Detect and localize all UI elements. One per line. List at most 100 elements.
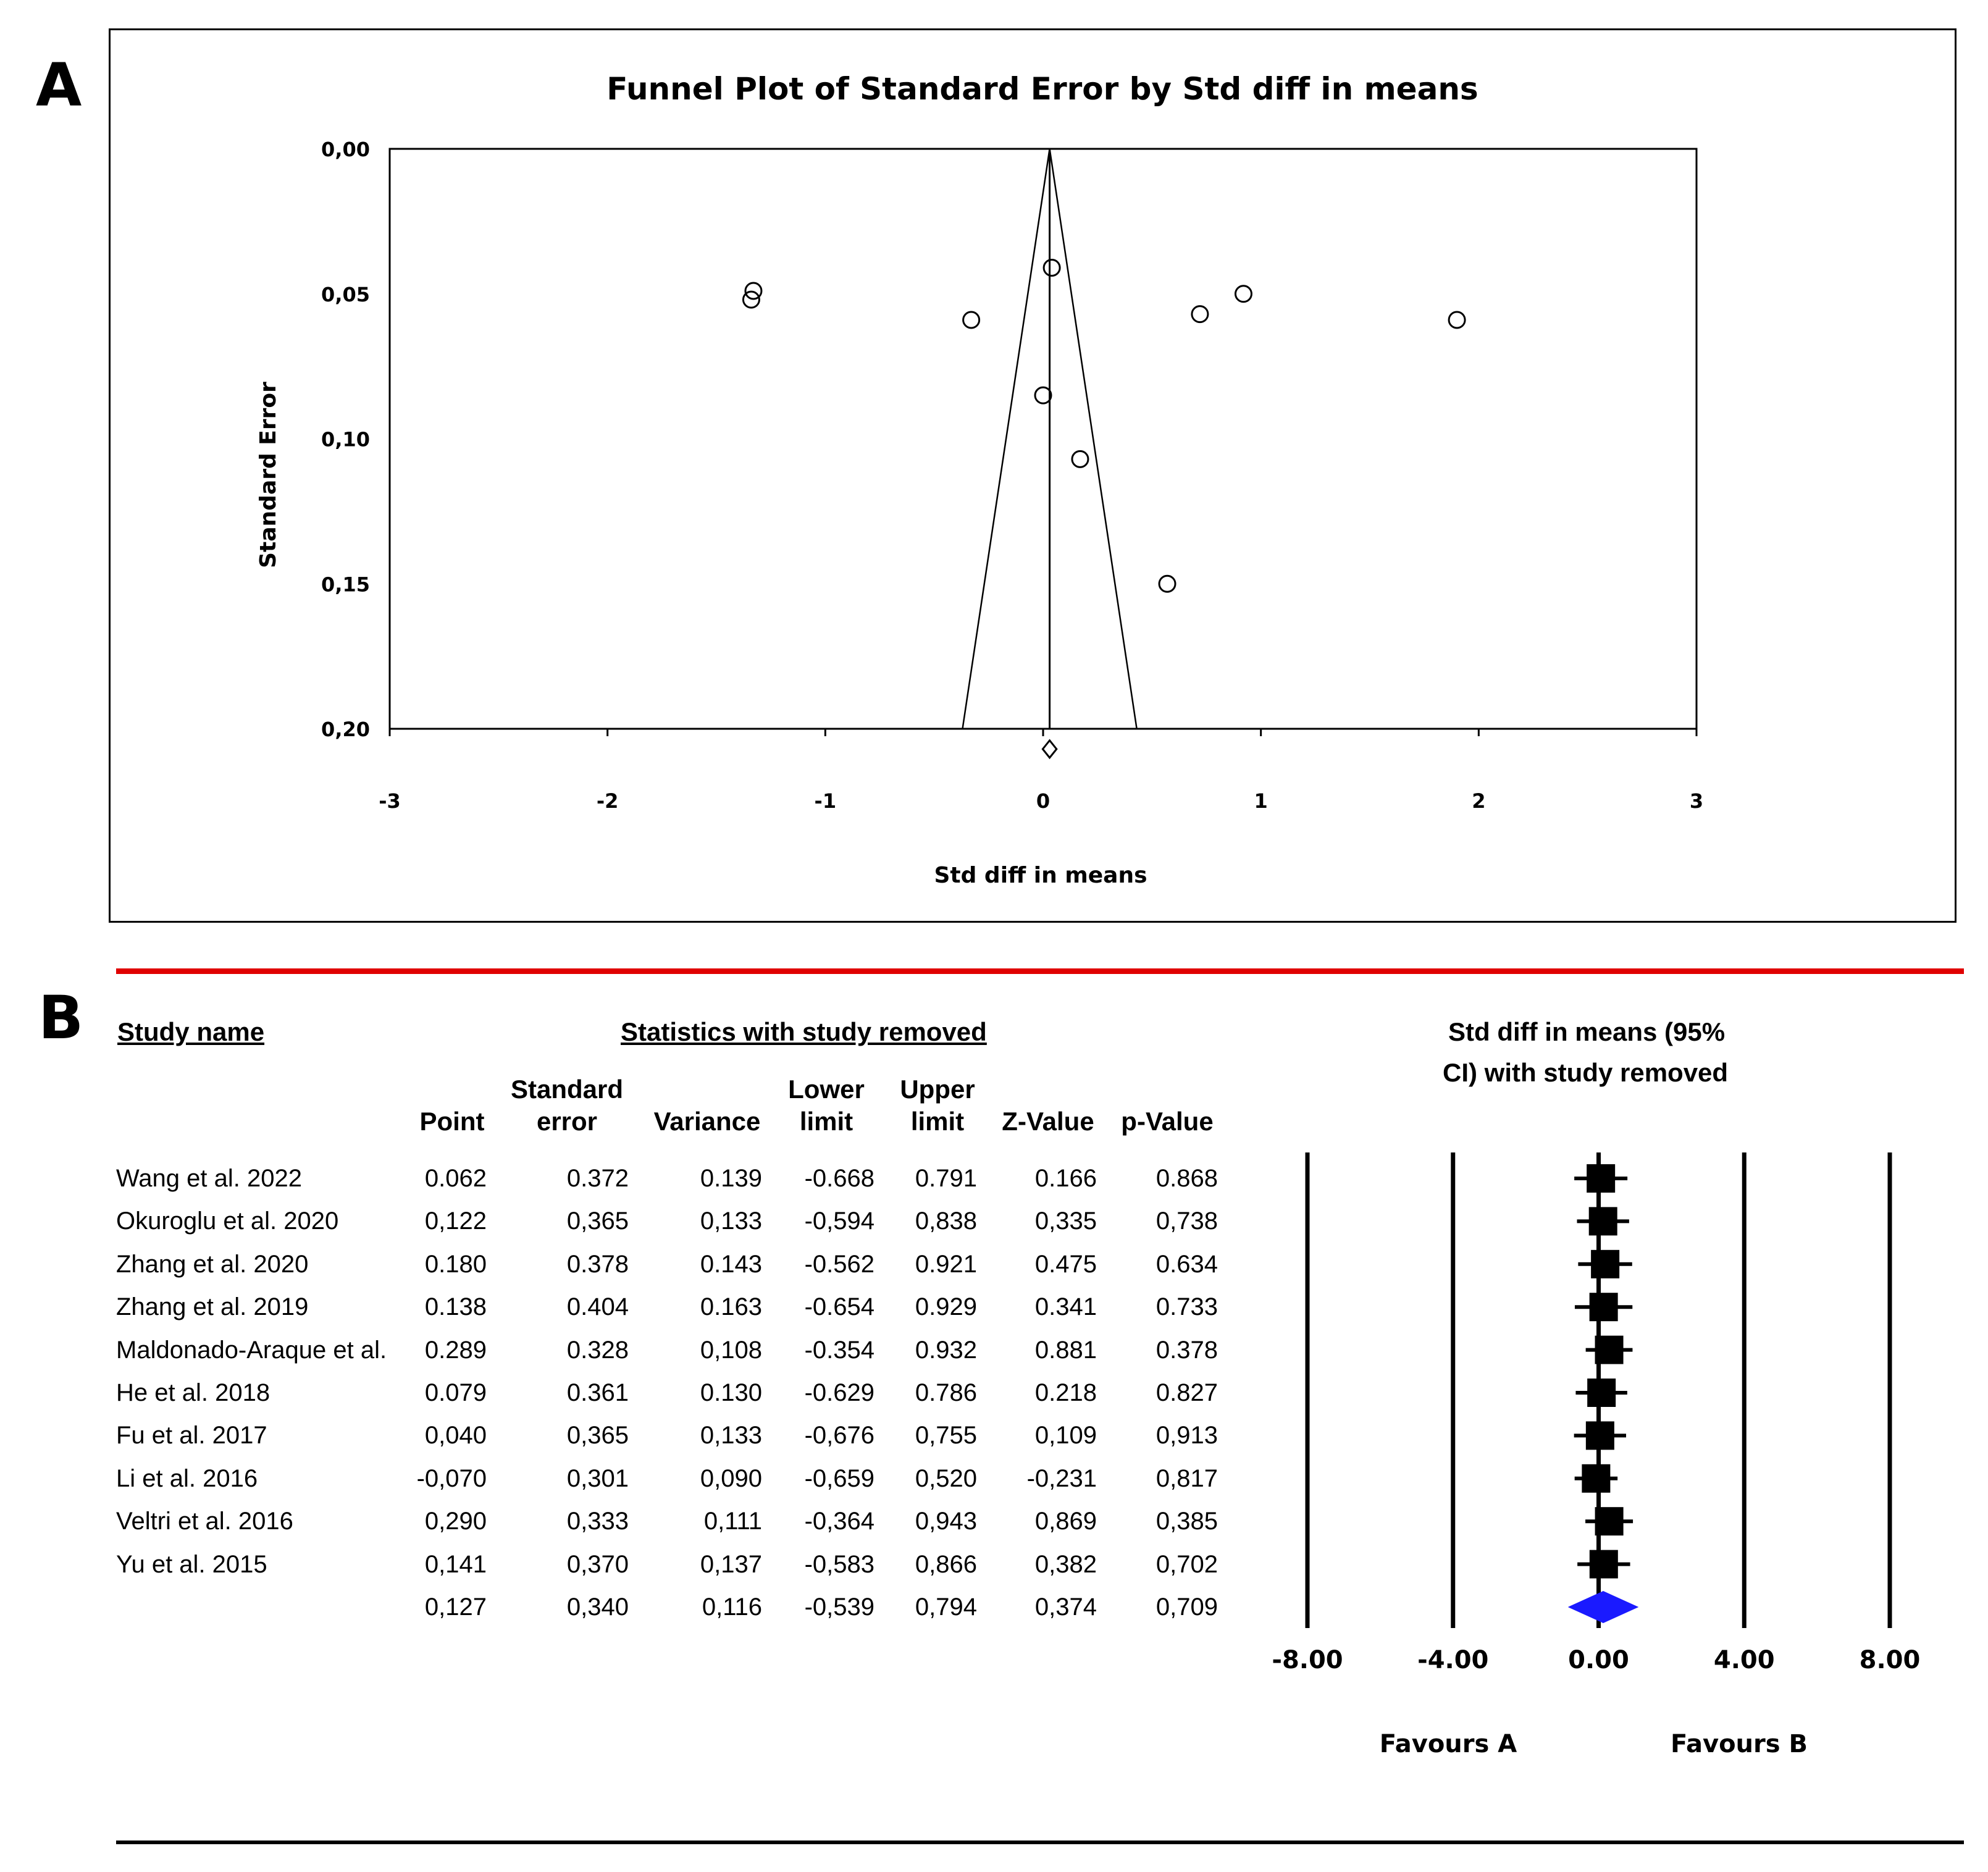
summary-value-cell: 0,116 xyxy=(702,1593,762,1621)
summary-value-cell: -0,539 xyxy=(804,1593,874,1621)
summary-value-cell: 0,374 xyxy=(1034,1593,1097,1621)
column-header-line2: Z-Value xyxy=(1002,1107,1094,1136)
favours-a-label: Favours A xyxy=(1380,1730,1517,1758)
column-header-line1: Upper xyxy=(900,1075,975,1104)
table-value-cell: 0.634 xyxy=(1155,1250,1218,1278)
table-value-cell: 0,520 xyxy=(915,1464,977,1492)
column-header-line2: limit xyxy=(799,1107,853,1136)
table-value-cell: 0,838 xyxy=(915,1207,977,1235)
x-tick-label: -2 xyxy=(597,789,619,813)
study-point xyxy=(742,290,760,309)
table-value-cell: 0.404 xyxy=(566,1293,629,1321)
table-value-cell: 0.328 xyxy=(566,1336,629,1364)
table-value-cell: 0.791 xyxy=(915,1165,977,1192)
point-estimate-marker xyxy=(1591,1249,1620,1278)
table-value-cell: -0,676 xyxy=(804,1422,874,1450)
y-axis-ticks: 0,00 0,05 0,10 0,15 0,20 xyxy=(321,138,370,741)
table-value-cell: -0,583 xyxy=(804,1550,874,1578)
table-value-cell: 0,133 xyxy=(700,1422,762,1450)
y-tick-label: 0,15 xyxy=(321,573,370,596)
table-value-cell: 0.341 xyxy=(1034,1293,1097,1321)
column-header-line1: Standard xyxy=(510,1075,624,1104)
table-value-cell: 0.218 xyxy=(1034,1379,1097,1406)
table-value-cell: 0.868 xyxy=(1155,1165,1218,1192)
table-value-cell: 0.932 xyxy=(915,1336,977,1364)
table-value-cell: 0,108 xyxy=(700,1336,762,1364)
point-estimate-marker xyxy=(1595,1335,1624,1364)
table-value-cell: 0,738 xyxy=(1155,1207,1218,1235)
column-header-line1: Lower xyxy=(788,1075,865,1104)
table-value-cell: 0,385 xyxy=(1155,1508,1218,1535)
table-value-cell: 0,133 xyxy=(700,1207,762,1235)
column-header: Upper limit xyxy=(870,1073,1005,1138)
y-tick-label: 0,10 xyxy=(321,428,370,451)
x-tick-label: -3 xyxy=(379,789,401,813)
point-estimate-marker xyxy=(1589,1550,1618,1579)
column-header-line2: Point xyxy=(419,1107,485,1136)
study-point xyxy=(1448,311,1466,329)
summary-value-cell: 0,127 xyxy=(424,1593,487,1621)
column-header: Z-Value xyxy=(980,1073,1116,1138)
point-estimate-marker xyxy=(1587,1379,1616,1407)
table-value-cell: 0.378 xyxy=(566,1250,629,1278)
table-value-cell: 0.139 xyxy=(700,1165,762,1192)
study-name-cell: Wang et al. 2022 xyxy=(116,1165,302,1192)
table-value-cell: 0.881 xyxy=(1034,1336,1097,1364)
column-header: Lower limit xyxy=(758,1073,894,1138)
forest-markers xyxy=(1567,1164,1639,1623)
study-point xyxy=(962,311,981,329)
table-value-cell: 0.166 xyxy=(1034,1165,1097,1192)
study-point xyxy=(1191,305,1209,324)
table-value-cell: 0.827 xyxy=(1155,1379,1218,1406)
table-value-cell: -0,231 xyxy=(1026,1464,1097,1492)
funnel-lines xyxy=(962,148,1138,729)
study-name-cell: He et al. 2018 xyxy=(116,1379,271,1406)
table-value-cell: -0.562 xyxy=(804,1250,874,1278)
column-header: p-Value xyxy=(1099,1073,1235,1138)
study-name-header: Study name xyxy=(117,1017,265,1046)
table-value-cell: 0.180 xyxy=(424,1250,487,1278)
table-value-cell: 0.289 xyxy=(424,1336,487,1364)
table-value-cell: 0.733 xyxy=(1155,1293,1218,1321)
table-value-cell: 0,333 xyxy=(566,1508,629,1535)
study-point xyxy=(1071,450,1089,468)
table-value-cell: 0,370 xyxy=(566,1550,629,1578)
statistics-header: Statistics with study removed xyxy=(621,1017,987,1046)
forest-title-line2: CI) with study removed xyxy=(1443,1058,1729,1087)
study-points xyxy=(742,258,1466,760)
x-tick-label: 0 xyxy=(1036,789,1050,813)
funnel-left-line xyxy=(962,148,1051,729)
table-value-cell: 0.163 xyxy=(700,1293,762,1321)
table-value-cell: 0,137 xyxy=(700,1550,762,1578)
x-tick-label: 1 xyxy=(1254,789,1268,813)
study-name-cell: Okuroglu et al. 2020 xyxy=(116,1207,339,1235)
point-estimate-marker xyxy=(1587,1164,1616,1193)
table-value-cell: 0.062 xyxy=(424,1165,487,1192)
study-name-cell: Fu et al. 2017 xyxy=(116,1422,267,1450)
column-header: Point xyxy=(384,1073,520,1138)
funnel-plot-svg: Funnel Plot of Standard Error by Std dif… xyxy=(256,71,1703,888)
summary-value-cell: 0,794 xyxy=(915,1593,977,1621)
study-point xyxy=(1042,258,1061,277)
forest-tick-label: 0.00 xyxy=(1568,1646,1629,1674)
table-value-cell: 0.475 xyxy=(1034,1250,1097,1278)
table-value-cell: 0,111 xyxy=(703,1508,762,1535)
table-value-cell: 0,122 xyxy=(424,1207,487,1235)
table-value-cell: -0.668 xyxy=(804,1165,874,1192)
x-tick-label: 3 xyxy=(1690,789,1703,813)
table-value-cell: 0.361 xyxy=(566,1379,629,1406)
funnel-plot-title: Funnel Plot of Standard Error by Std dif… xyxy=(606,71,1478,107)
study-name-cell: Zhang et al. 2019 xyxy=(116,1293,309,1321)
table-value-cell: 0,702 xyxy=(1155,1550,1218,1578)
study-point xyxy=(1158,574,1176,593)
study-name-cell: Maldonado-Araque et al. xyxy=(116,1336,387,1364)
forest-tick-label: 8.00 xyxy=(1860,1646,1921,1674)
point-estimate-marker xyxy=(1588,1207,1617,1236)
point-estimate-marker xyxy=(1589,1293,1618,1322)
study-name-cell: Zhang et al. 2020 xyxy=(116,1250,309,1278)
y-axis-label: Standard Error xyxy=(256,382,281,568)
y-tick-label: 0,00 xyxy=(321,138,370,161)
column-header-line2: Variance xyxy=(653,1107,761,1136)
column-header-line2: p-Value xyxy=(1121,1107,1214,1136)
favours-b-label: Favours B xyxy=(1671,1730,1808,1758)
